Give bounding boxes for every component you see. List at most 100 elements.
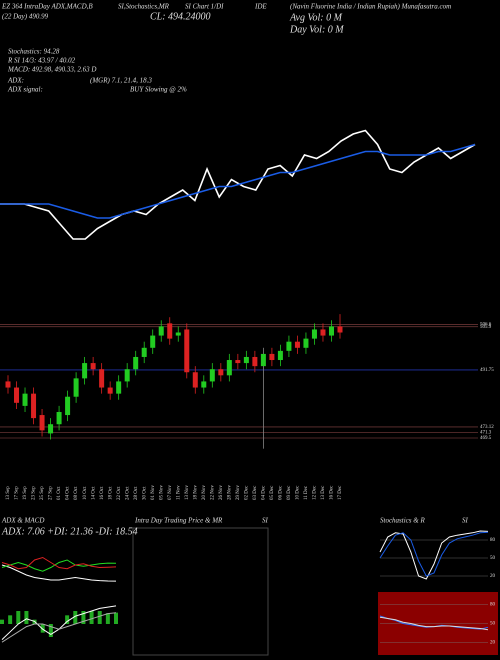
candle-body [201,381,207,388]
x-tick-label: 01 Oct [57,486,62,500]
x-tick-label: 13 Sep [6,486,11,500]
candle-body [303,338,309,348]
x-tick-label: 06 Dec [279,485,284,500]
header-text: Day Vol: 0 M [289,24,344,35]
x-tick-label: 11 Nov [176,485,181,500]
x-tick-label: 05 Dec [270,485,275,500]
candle-body [56,412,62,425]
level-label: 506.6 [480,323,492,328]
candle-body [175,332,181,336]
candle-body [14,387,20,403]
x-tick-label: 10 Oct [83,486,88,500]
x-tick-label: 08 Oct [74,486,79,500]
histogram-bar [16,611,21,624]
x-tick-label: 22 Oct [117,486,122,500]
x-tick-label: 19 Sep [23,486,28,500]
x-tick-label: 04 Dec [262,485,267,500]
panel-title: Intra Day Trading Price & MR [134,517,223,525]
header-text: IDE [254,3,267,11]
x-tick-label: 22 Nov [210,485,215,500]
y-tick-label: 80 [490,538,496,543]
stat: (MGR) 7.1, 21.4, 18.3 [90,77,152,85]
candle-body [39,415,45,431]
y-tick-label: 50 [490,556,496,561]
histogram-bar [89,611,94,624]
x-tick-label: 25 Sep [40,486,45,500]
candle-body [99,369,105,388]
candle-body [116,381,122,394]
histogram-bar [40,624,45,633]
candle-body [269,353,275,361]
header-text: SI,Stochastics,MR [118,3,170,11]
y-tick-label: 20 [490,641,496,646]
histogram-bar [48,624,53,637]
intraday-panel [132,527,269,656]
candle-body [260,353,266,367]
header-text: SI Chart 1/DI [185,3,224,11]
x-tick-label: 05 Nov [159,485,164,500]
x-tick-label: 01 Nov [151,485,156,500]
panel-title: SI [262,517,269,525]
stat: R SI 14/3: 43.97 / 40.02 [7,57,76,65]
level-label: 471.3 [480,431,492,436]
candle-body [286,341,292,351]
histogram-bar [97,611,102,624]
candle-body [48,424,54,434]
x-tick-label: 02 Dec [244,485,249,500]
x-tick-label: 14 Oct [91,486,96,500]
candle-body [5,381,11,388]
candle-body [235,360,241,364]
x-tick-label: 26 Nov [219,485,224,500]
x-tick-label: 30 Oct [142,486,147,500]
close-text: CL: 494.24000 [150,11,211,22]
panel-title: ADX & MACD [1,517,44,525]
header-text: (Navin Fluorine India / Indian Rupiah) M… [290,3,451,11]
candle-body [328,326,334,336]
x-tick-label: 03 Dec [253,485,258,500]
candle-body [192,372,198,388]
line-series [1,556,117,570]
x-tick-label: 12 Dec [313,485,318,500]
candle-body [311,329,317,339]
x-tick-label: 13 Nov [185,485,190,500]
histogram-bar [105,613,110,624]
x-tick-label: 07 Nov [168,485,173,500]
level-label: 491.75 [480,368,494,373]
level-label: 505.9 [480,325,492,330]
candle-body [226,360,232,376]
stat: ADX signal: [7,86,43,94]
candle-body [150,335,156,348]
histogram-bar [81,611,86,624]
candle-body [320,329,326,336]
y-tick-label: 50 [490,622,496,627]
level-label: 473.12 [480,425,494,430]
candle-body [107,387,113,394]
x-tick-label: 29 Nov [236,485,241,500]
x-tick-label: 23 Sep [32,486,37,500]
panel-title: Stochastics & R [380,517,425,525]
histogram-bar [65,615,70,624]
candle-body [252,356,258,367]
line-series [1,612,117,643]
x-tick-label: 04 Oct [66,486,71,500]
x-tick-label: 17 Sep [15,486,20,500]
x-tick-label: 20 Nov [202,485,207,500]
stat: MACD: 492.98, 490.33, 2.63 D [7,66,96,74]
candle-body [167,323,173,339]
candle-body [243,356,249,364]
line-series [379,616,489,631]
x-tick-label: 09 Dec [287,485,292,500]
panel-title: SI [462,517,469,525]
candle-body [294,341,300,348]
candle-body [65,396,71,416]
line-series [0,129,476,240]
candle-body [133,356,139,370]
stat: Stochastics: 94.28 [8,48,60,56]
header-text: EZ 364 IntraDay ADX,MACD,B [1,3,93,11]
line-series [379,531,489,577]
x-tick-label: 28 Oct [134,486,139,500]
candle-body [31,393,37,419]
x-tick-label: 13 Dec [321,485,326,500]
